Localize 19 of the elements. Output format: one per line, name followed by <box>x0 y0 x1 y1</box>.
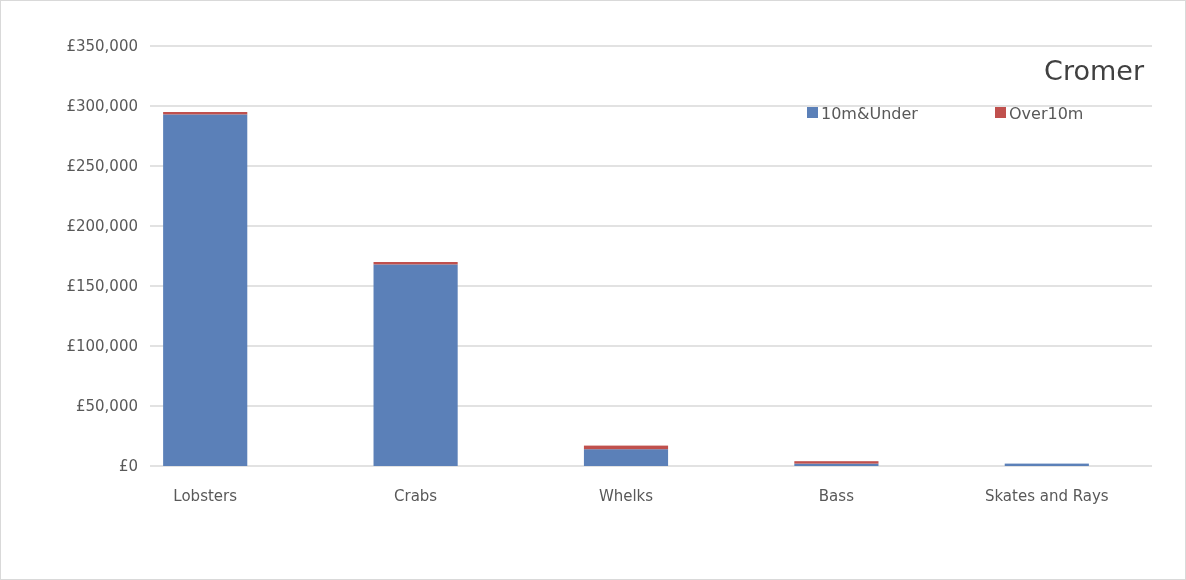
legend-label: 10m&Under <box>821 103 919 123</box>
chart-title: Cromer <box>1044 55 1145 86</box>
bar <box>163 114 248 466</box>
x-tick-label: Whelks <box>598 487 654 505</box>
x-tick-label: Lobsters <box>173 487 238 505</box>
y-tick-label: £300,000 <box>66 97 138 116</box>
y-tick-label: £100,000 <box>66 337 138 356</box>
x-tick-label: Crabs <box>394 487 438 505</box>
x-tick-label: Skates and Rays <box>984 487 1109 505</box>
y-tick-label: £150,000 <box>66 277 138 296</box>
bar <box>373 264 458 466</box>
y-tick-label: £250,000 <box>66 157 138 176</box>
bar <box>583 449 669 466</box>
y-tick-label: £200,000 <box>66 217 138 236</box>
y-tick-label: £50,000 <box>75 397 138 416</box>
y-tick-label: £350,000 <box>66 37 138 56</box>
x-tick-label: Bass <box>818 487 855 505</box>
y-tick-label: £0 <box>118 457 138 476</box>
legend-label: Over10m <box>1009 103 1084 123</box>
